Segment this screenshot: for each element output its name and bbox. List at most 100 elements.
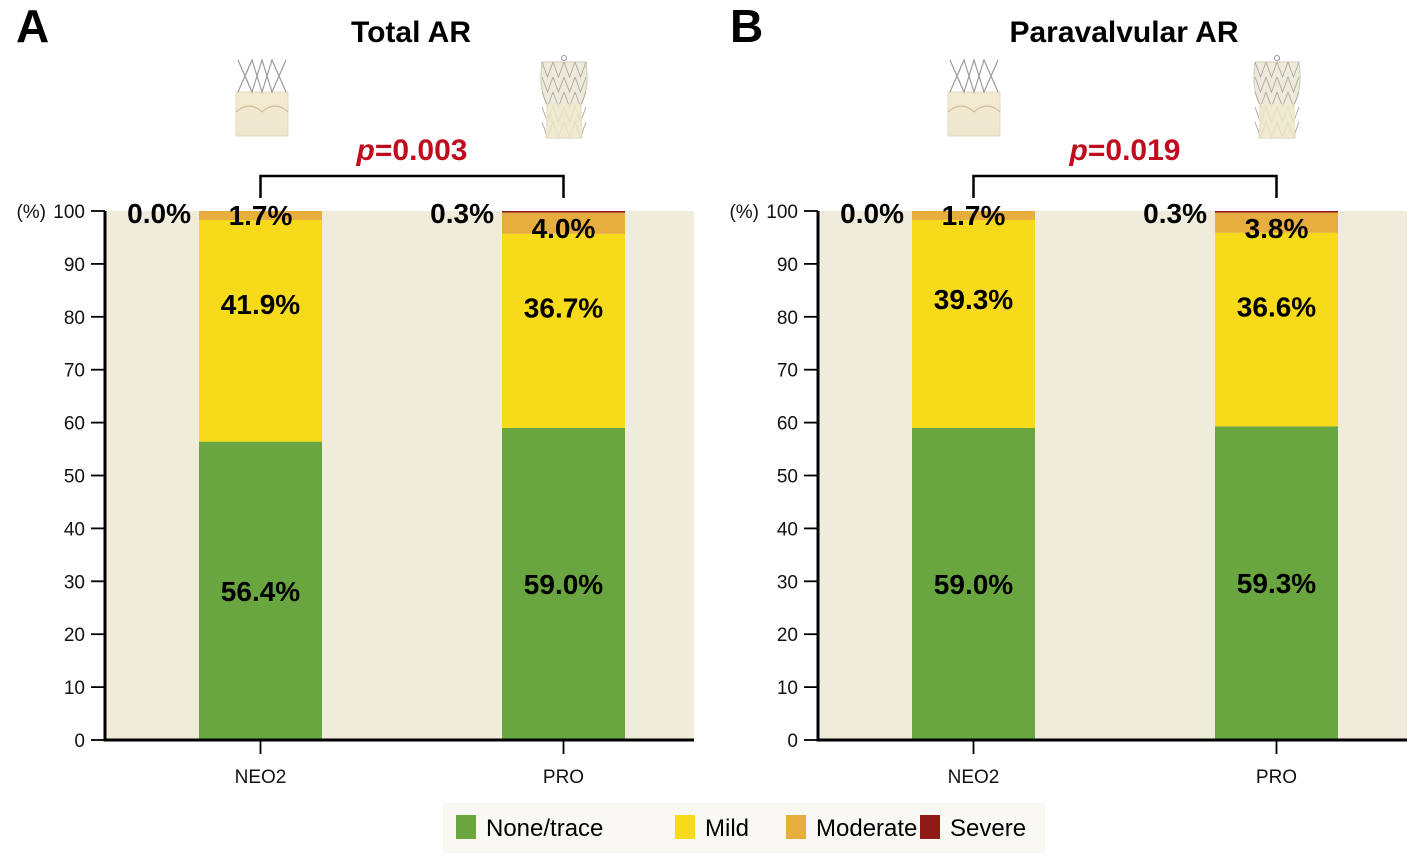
panel-a: A Total AR 0 10 20 30 40 50 60 70 80 90 100 (%) NEO2… [16, 0, 694, 788]
bar-segment-none-trace-neo2 [912, 427, 1035, 740]
x-tick-label: PRO [1256, 767, 1297, 788]
bar-segment-mild-neo2 [912, 219, 1035, 428]
data-label-none-trace: 59.0% [524, 569, 603, 600]
data-label-moderate: 4.0% [532, 213, 596, 244]
plot-area: 0 10 20 30 40 50 60 70 80 90 100 (%) NEO2 PRO 59.0% 39.… [729, 134, 1407, 788]
p-symbol: p [1069, 134, 1088, 167]
bar-segment-moderate-pro [502, 212, 625, 234]
data-label-mild: 41.9% [221, 289, 300, 320]
y-tick-label: 0 [787, 731, 798, 752]
y-tick-label: 60 [64, 414, 85, 435]
y-tick-label: 30 [777, 572, 798, 593]
y-tick-label: 50 [64, 467, 85, 488]
legend-swatch-none-trace [456, 815, 476, 839]
bar-segment-none-trace-neo2 [199, 441, 322, 740]
legend-label: Severe [950, 815, 1026, 842]
y-tick-label: 80 [777, 308, 798, 329]
bar-segment-moderate-neo2 [912, 211, 1035, 220]
valve-skirt [1259, 104, 1295, 138]
valve-stent-lines [237, 57, 287, 95]
legend-background [443, 803, 1045, 853]
x-tick-label: NEO2 [948, 767, 1000, 788]
bar-segment-mild-pro [502, 233, 625, 428]
bar-segment-mild-neo2 [199, 219, 322, 442]
significance-bracket [972, 174, 1278, 198]
legend-swatch-mild [675, 815, 695, 839]
valve-top-loop [561, 55, 567, 61]
data-label-severe: 0.0% [127, 198, 191, 229]
y-tick-label: 70 [64, 361, 85, 382]
valve-pro-illustration [1253, 55, 1301, 139]
data-label-mild: 36.7% [524, 293, 603, 324]
panel-letter: A [16, 0, 49, 52]
data-label-none-trace: 56.4% [221, 576, 300, 607]
y-tick-label: 60 [777, 414, 798, 435]
valve-illustrations [235, 55, 588, 139]
y-tick-label: 40 [64, 519, 85, 540]
legend: None/trace Mild Moderate Severe [443, 803, 1045, 853]
valve-skirt [235, 91, 289, 137]
bar-segment-moderate-neo2 [199, 211, 322, 220]
bar-segment-none-trace-pro [502, 427, 625, 740]
valve-neo2-illustration [235, 57, 289, 137]
data-label-severe: 0.3% [430, 198, 494, 229]
legend-swatch-severe [920, 815, 940, 839]
bar-segment-moderate-pro [1215, 212, 1338, 233]
p-value: =0.003 [375, 134, 468, 167]
data-label-moderate: 3.8% [1245, 213, 1309, 244]
data-label-none-trace: 59.3% [1237, 568, 1316, 599]
bar-segment-mild-pro [1215, 232, 1338, 427]
bar-segment-severe-pro [502, 211, 625, 213]
panel-title: Total AR [351, 16, 471, 49]
valve-leaflet-line [235, 105, 289, 113]
y-tick-label: 100 [53, 202, 85, 223]
data-label-severe: 0.0% [840, 198, 904, 229]
valve-pro-illustration [540, 55, 588, 139]
valve-skirt [546, 104, 582, 138]
x-tick-label: PRO [543, 767, 584, 788]
data-label-mild: 39.3% [934, 284, 1013, 315]
panel-b: B Paravalvular AR 0 10 20 30 40 50 60 70 80 90 100… [729, 0, 1407, 788]
significance-bracket [259, 174, 565, 198]
y-tick-label: 20 [777, 625, 798, 646]
y-tick-label: 30 [64, 572, 85, 593]
y-tick-label: 90 [777, 255, 798, 276]
data-label-severe: 0.3% [1143, 198, 1207, 229]
x-tick-label: NEO2 [235, 767, 287, 788]
y-axis-label: (%) [16, 202, 46, 223]
y-axis-label: (%) [729, 202, 759, 223]
y-tick-label: 50 [777, 467, 798, 488]
valve-top-loop [1274, 55, 1280, 61]
valve-neo2-illustration [947, 57, 1001, 137]
data-label-none-trace: 59.0% [934, 569, 1013, 600]
valve-leaflet-line [947, 105, 1001, 113]
y-tick-label: 100 [766, 202, 798, 223]
data-label-moderate: 1.7% [229, 200, 293, 231]
bar-segment-none-trace-pro [1215, 426, 1338, 740]
valve-skirt [947, 91, 1001, 137]
y-tick-label: 40 [777, 519, 798, 540]
valve-stent-lines [949, 57, 999, 95]
legend-label: Moderate [816, 815, 917, 842]
p-value-annotation: p=0.003 [356, 134, 468, 167]
p-symbol: p [356, 134, 375, 167]
p-value: =0.019 [1088, 134, 1181, 167]
legend-label: Mild [705, 815, 749, 842]
bar-segment-severe-pro [1215, 211, 1338, 213]
y-tick-label: 70 [777, 361, 798, 382]
p-value-annotation: p=0.019 [1069, 134, 1181, 167]
y-tick-label: 0 [74, 731, 85, 752]
data-label-mild: 36.6% [1237, 291, 1316, 322]
valve-illustrations [947, 55, 1301, 139]
y-tick-label: 20 [64, 625, 85, 646]
data-label-moderate: 1.7% [942, 200, 1006, 231]
y-tick-label: 90 [64, 255, 85, 276]
panel-title: Paravalvular AR [1009, 16, 1238, 49]
y-tick-label: 10 [64, 678, 85, 699]
plot-area: 0 10 20 30 40 50 60 70 80 90 100 (%) NEO2 PRO 56.4% 41.… [16, 134, 694, 788]
y-tick-label: 80 [64, 308, 85, 329]
y-tick-label: 10 [777, 678, 798, 699]
legend-label: None/trace [486, 815, 603, 842]
panel-letter: B [730, 0, 763, 52]
